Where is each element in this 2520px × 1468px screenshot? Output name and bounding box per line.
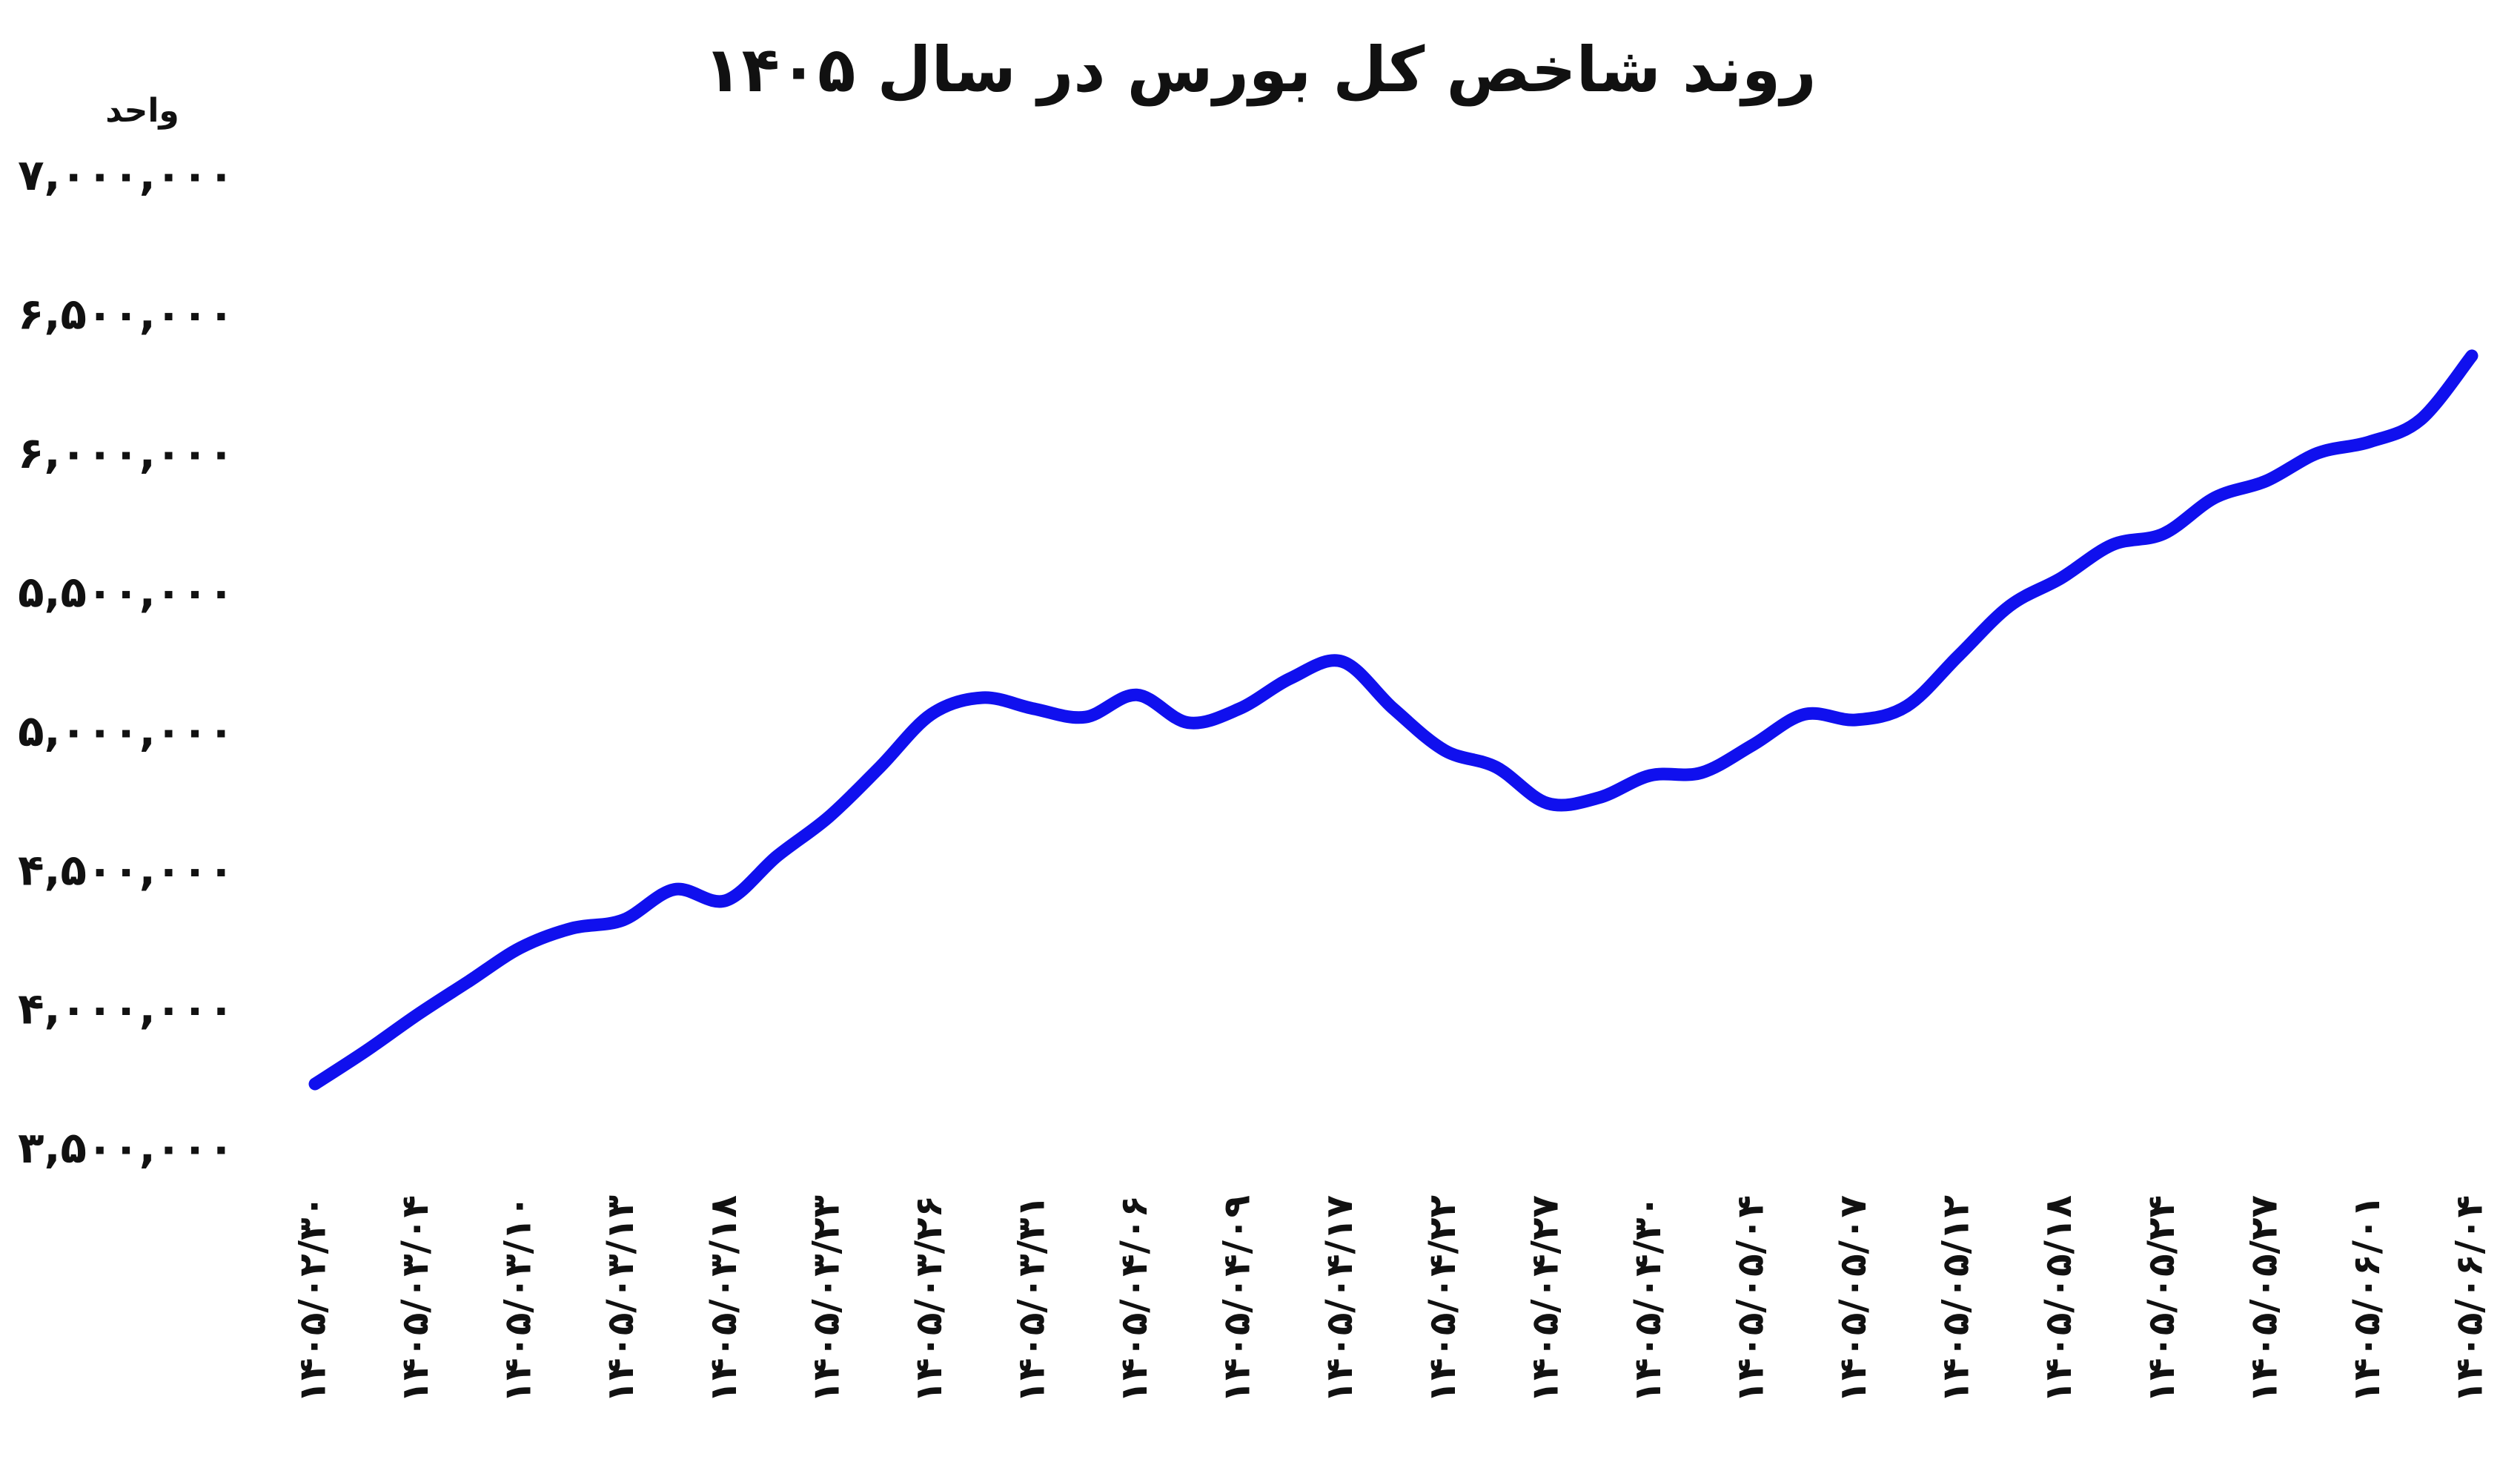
x-tick-label: ۱۴۰۵/۰۵/۲۷ <box>2242 1195 2285 1403</box>
x-tick-label: ۱۴۰۵/۰۳/۲۳ <box>804 1195 847 1403</box>
x-tick-label: ۱۴۰۵/۰۴/۲۷ <box>1523 1195 1566 1403</box>
x-tick-label: ۱۴۰۵/۰۵/۰۴ <box>1729 1195 1772 1403</box>
x-tick-label: ۱۴۰۵/۰۳/۲۶ <box>907 1195 950 1403</box>
x-tick-label: ۱۴۰۵/۰۶/۰۴ <box>2448 1195 2491 1403</box>
x-tick-label: ۱۴۰۵/۰۴/۱۷ <box>1318 1195 1361 1403</box>
y-tick-label: ۶,۰۰۰,۰۰۰ <box>18 428 234 478</box>
x-tick-label: ۱۴۰۵/۰۵/۱۸ <box>2037 1195 2080 1403</box>
x-tick-label: ۱۴۰۵/۰۴/۰۶ <box>1113 1195 1155 1403</box>
y-tick-label: ۳,۵۰۰,۰۰۰ <box>18 1123 234 1173</box>
x-tick-label: ۱۴۰۵/۰۶/۰۱ <box>2345 1195 2388 1403</box>
x-tick-label: ۱۴۰۵/۰۳/۰۴ <box>394 1195 437 1403</box>
chart-title: روند شاخص کل بورس در سال ۱۴۰۵ <box>703 33 1816 107</box>
line-series <box>308 349 2478 1091</box>
x-tick-label: ۱۴۰۵/۰۵/۰۷ <box>1831 1195 1874 1403</box>
y-tick-label: ۴,۰۰۰,۰۰۰ <box>18 984 234 1034</box>
y-tick-label: ۷,۰۰۰,۰۰۰ <box>18 150 234 200</box>
x-tick-label: ۱۴۰۵/۰۳/۱۳ <box>599 1195 642 1403</box>
x-tick-label: ۱۴۰۵/۰۳/۳۱ <box>1010 1195 1053 1403</box>
x-tick-label: ۱۴۰۵/۰۲/۳۰ <box>291 1195 334 1403</box>
y-axis-unit: واحد <box>105 92 179 130</box>
x-tick-label: ۱۴۰۵/۰۳/۱۸ <box>702 1195 745 1403</box>
y-tick-label: ۴,۵۰۰,۰۰۰ <box>18 844 234 895</box>
x-tick-label: ۱۴۰۵/۰۳/۱۰ <box>497 1195 540 1403</box>
y-tick-label: ۵,۰۰۰,۰۰۰ <box>18 706 234 756</box>
y-tick-label: ۶,۵۰۰,۰۰۰ <box>18 289 234 340</box>
x-tick-label: ۱۴۰۵/۰۵/۲۴ <box>2140 1195 2183 1403</box>
x-tick-label: ۱۴۰۵/۰۵/۱۲ <box>1934 1195 1977 1403</box>
x-tick-label: ۱۴۰۵/۰۴/۰۹ <box>1216 1195 1259 1403</box>
x-tick-label: ۱۴۰۵/۰۴/۲۲ <box>1421 1195 1464 1403</box>
y-tick-label: ۵,۵۰۰,۰۰۰ <box>18 566 234 617</box>
x-tick-label: ۱۴۰۵/۰۴/۳۰ <box>1626 1195 1669 1403</box>
